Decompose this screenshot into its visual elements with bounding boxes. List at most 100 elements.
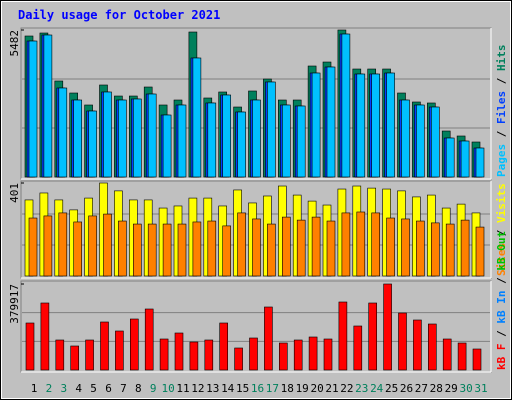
bar xyxy=(341,212,351,277)
y-tick-label: 379917 xyxy=(8,284,21,324)
bar xyxy=(416,104,425,178)
bar xyxy=(445,223,455,277)
legend-separator: / xyxy=(495,271,508,291)
bar xyxy=(442,338,452,371)
bar xyxy=(311,216,321,277)
bar xyxy=(103,213,112,277)
bar xyxy=(308,336,318,371)
bar xyxy=(353,325,363,371)
bar xyxy=(100,321,109,371)
bar xyxy=(174,332,184,371)
legend-entry: Pages xyxy=(495,144,508,177)
bar xyxy=(427,323,437,371)
x-tick-label: 19 xyxy=(296,382,309,395)
bar xyxy=(457,342,467,371)
bar xyxy=(252,99,261,178)
bar xyxy=(189,341,199,371)
bar xyxy=(177,104,187,178)
y-tick-label: 401 xyxy=(8,183,21,203)
bar xyxy=(356,73,366,178)
bar xyxy=(192,57,202,178)
bar xyxy=(219,322,228,371)
bar xyxy=(58,212,68,277)
x-tick-label: 12 xyxy=(191,382,204,395)
x-tick-label: 30 xyxy=(459,382,472,395)
bar xyxy=(133,223,142,277)
bar xyxy=(207,220,217,277)
x-tick-label: 21 xyxy=(325,382,338,395)
x-tick-label: 31 xyxy=(474,382,487,395)
x-tick-label: 6 xyxy=(105,382,112,395)
legend-entry: Sites xyxy=(495,243,508,276)
bar xyxy=(73,221,82,277)
bar xyxy=(207,102,217,178)
bar xyxy=(192,221,202,277)
x-tick-label: 11 xyxy=(176,382,189,395)
bar xyxy=(398,312,407,371)
x-tick-label: 18 xyxy=(281,382,294,395)
legend-separator: / xyxy=(495,223,508,243)
x-tick-label: 1 xyxy=(31,382,38,395)
bar xyxy=(159,338,169,371)
x-tick-label: 20 xyxy=(310,382,323,395)
bar xyxy=(296,105,306,178)
bar xyxy=(237,111,246,178)
x-tick-label: 27 xyxy=(415,382,428,395)
x-tick-label: 10 xyxy=(161,382,174,395)
bar xyxy=(237,212,246,277)
bar xyxy=(28,217,38,277)
x-tick-label: 4 xyxy=(75,382,82,395)
bar xyxy=(55,339,65,371)
bar xyxy=(222,94,231,178)
bar xyxy=(278,342,288,371)
bar xyxy=(70,345,79,371)
bar xyxy=(118,99,127,178)
x-tick-label: 2 xyxy=(46,382,53,395)
bar xyxy=(281,216,291,277)
bar xyxy=(147,93,157,178)
legend: kB F / kB In / kB Out xyxy=(495,231,508,370)
bar xyxy=(204,339,214,371)
bar xyxy=(368,302,378,371)
legend-entry: kB F xyxy=(495,344,508,371)
bar xyxy=(88,215,97,277)
x-tick-label: 7 xyxy=(120,382,127,395)
bar xyxy=(103,91,112,178)
legend-separator: / xyxy=(495,71,508,91)
bar xyxy=(383,283,392,371)
legend-entry: Hits xyxy=(495,45,508,72)
bar xyxy=(40,302,50,371)
bar xyxy=(296,219,306,277)
bar xyxy=(401,218,410,277)
legend-entry: Visits xyxy=(495,183,508,223)
bar xyxy=(43,34,53,178)
x-tick-label: 13 xyxy=(206,382,219,395)
bar xyxy=(222,225,231,277)
bar xyxy=(118,220,127,277)
bar xyxy=(281,104,291,178)
bar xyxy=(401,99,410,178)
bar xyxy=(460,140,470,178)
x-tick-label: 15 xyxy=(236,382,249,395)
bar xyxy=(460,219,470,277)
bar xyxy=(326,220,336,277)
bar xyxy=(386,217,395,277)
x-tick-label: 3 xyxy=(60,382,67,395)
bar xyxy=(252,218,261,277)
bar xyxy=(264,306,273,371)
bar xyxy=(413,319,422,371)
bar xyxy=(356,211,366,277)
bar xyxy=(162,223,172,277)
bar xyxy=(371,73,381,178)
x-tick-label: 16 xyxy=(251,382,264,395)
bar xyxy=(475,226,485,277)
x-tick-label: 23 xyxy=(355,382,368,395)
bar xyxy=(416,220,425,277)
x-tick-label: 28 xyxy=(430,382,443,395)
bar xyxy=(293,339,303,371)
legend-entry: kB In xyxy=(495,291,508,324)
x-tick-label: 17 xyxy=(266,382,279,395)
legend-entry: Files xyxy=(495,91,508,124)
